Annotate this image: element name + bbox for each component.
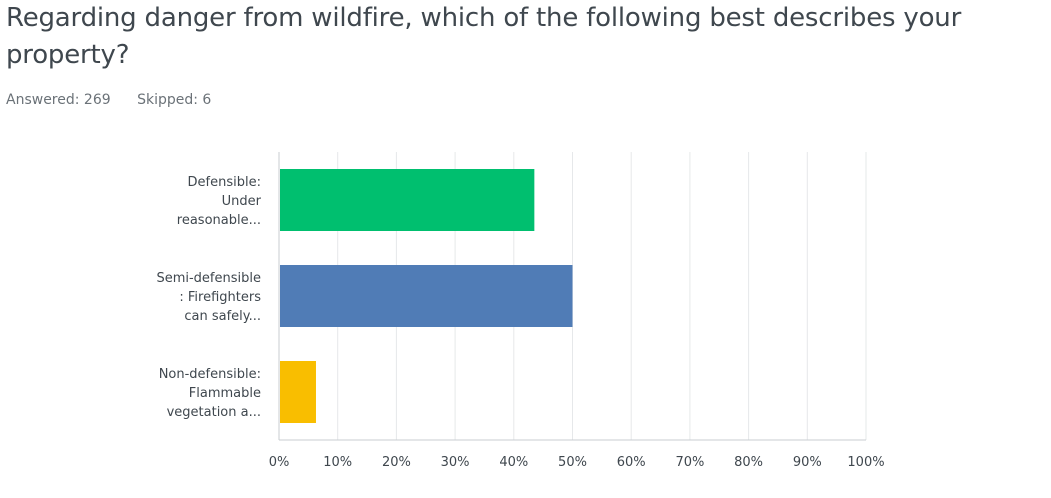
x-tick-label: 90%	[793, 455, 822, 470]
x-tick-label: 60%	[617, 455, 646, 470]
x-tick-label: 20%	[382, 455, 411, 470]
category-label: Defensible:	[188, 175, 261, 190]
category-label: Non-defensible:	[159, 367, 261, 382]
bar[interactable]	[280, 169, 535, 231]
bars	[280, 169, 573, 423]
x-tick-label: 30%	[441, 455, 470, 470]
bar[interactable]	[280, 361, 316, 423]
x-tick-label: 100%	[847, 455, 884, 470]
response-stats: Answered: 269 Skipped: 6	[6, 92, 233, 108]
x-tick-label: 10%	[323, 455, 352, 470]
question-title: Regarding danger from wildfire, which of…	[6, 3, 962, 70]
category-label: : Firefighters	[179, 290, 261, 305]
category-label: Semi-defensible	[156, 271, 261, 286]
category-label: vegetation a...	[167, 405, 261, 420]
answered-count: Answered: 269	[6, 92, 111, 108]
category-label: can safely...	[184, 309, 261, 324]
x-tick-label: 70%	[675, 455, 704, 470]
x-tick-labels: 0% 10% 20% 30% 40% 50% 60% 70% 80% 90% 100%	[269, 455, 885, 470]
category-labels: Defensible: Under reasonable... Semi-defens…	[156, 175, 261, 420]
category-label: reasonable...	[177, 213, 261, 228]
category-label: Flammable	[189, 386, 261, 401]
x-tick-label: 50%	[558, 455, 587, 470]
skipped-count: Skipped: 6	[137, 92, 212, 108]
category-label: Under	[222, 194, 262, 209]
x-tick-label: 40%	[499, 455, 528, 470]
bar[interactable]	[280, 265, 573, 327]
x-tick-label: 0%	[269, 455, 290, 470]
x-tick-label: 80%	[734, 455, 763, 470]
